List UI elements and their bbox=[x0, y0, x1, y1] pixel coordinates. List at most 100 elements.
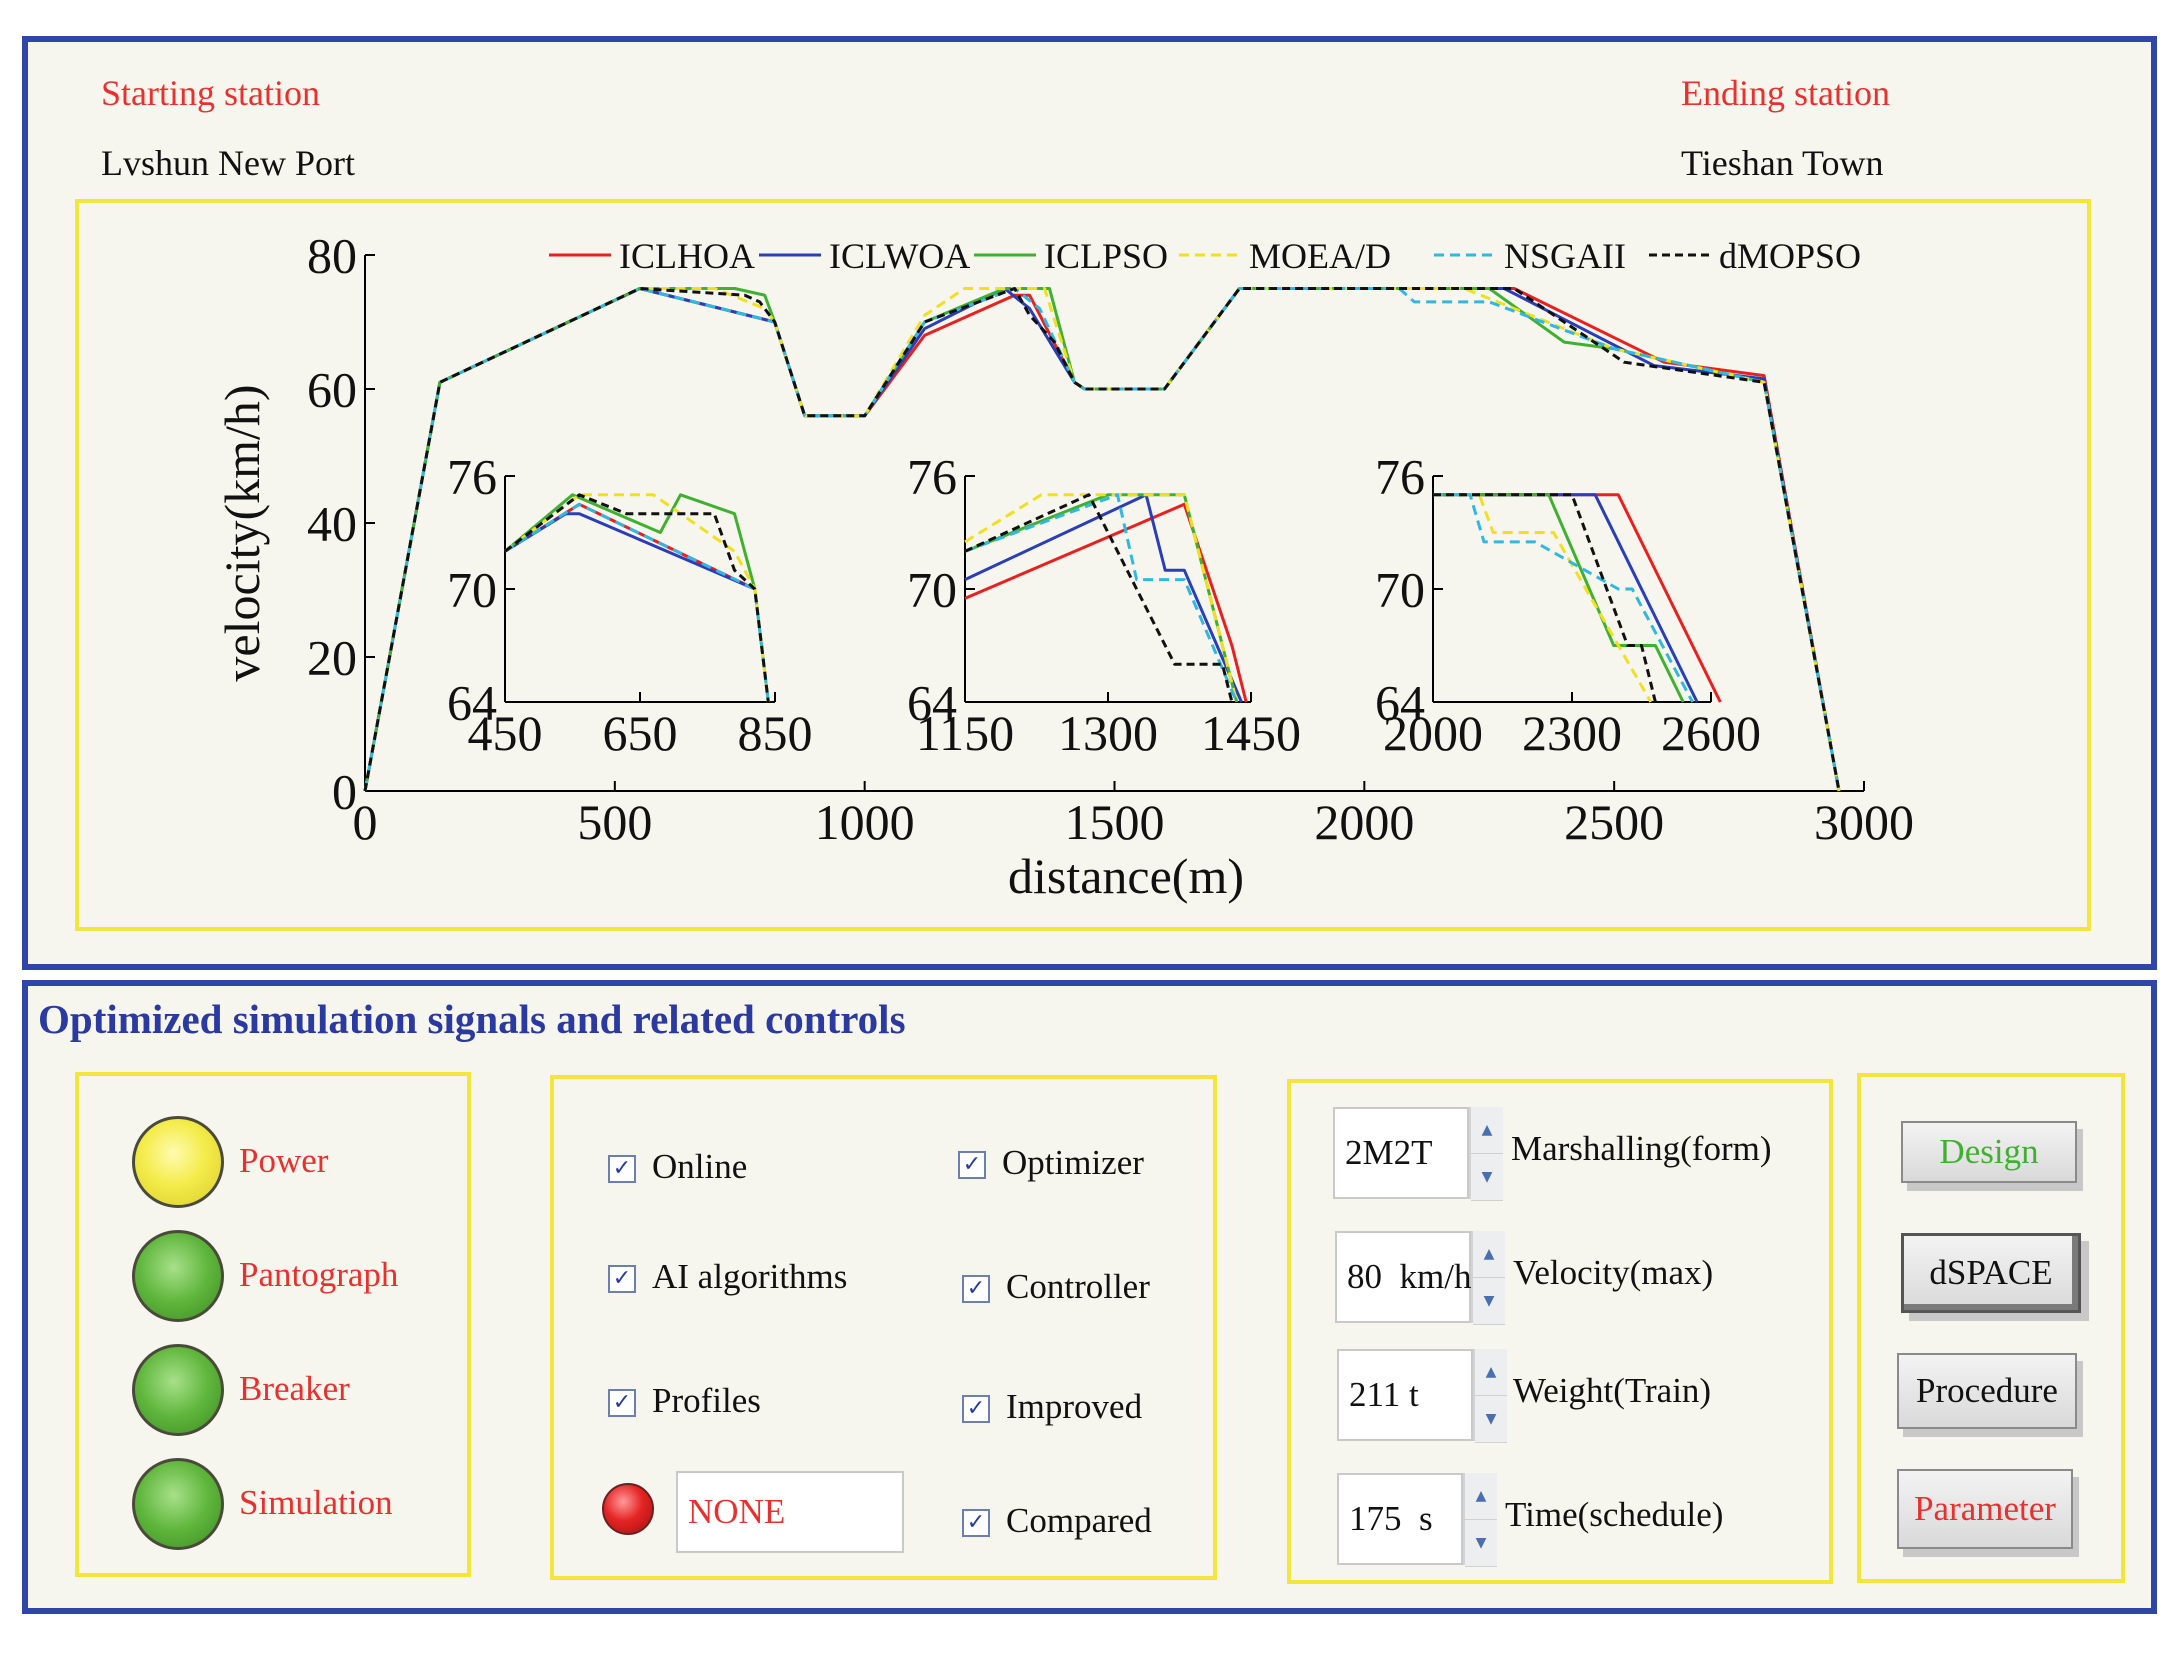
velocity-distance-chart: 0 500 1000 1500 2000 2500 3000 0 20 40 60 80 distanc… bbox=[214, 228, 1914, 905]
actions-box: Design dSPACE Procedure Parameter bbox=[1857, 1073, 2125, 1583]
legend-nsgaii-label: NSGAII bbox=[1504, 236, 1626, 276]
series-dmopso-line bbox=[363, 287, 1841, 792]
online-label: Online bbox=[652, 1147, 748, 1186]
weight-field[interactable]: 211 t bbox=[1337, 1349, 1473, 1441]
y-tick-label: 60 bbox=[307, 362, 357, 418]
profiles-label: Profiles bbox=[652, 1381, 761, 1420]
legend-dmopso-label: dMOPSO bbox=[1719, 236, 1861, 276]
series-iclwoa-line bbox=[504, 512, 756, 591]
x-tick-label: 3000 bbox=[1814, 794, 1914, 850]
x-tick-label: 2600 bbox=[1661, 705, 1761, 761]
simulation-lamp-icon bbox=[132, 1458, 224, 1550]
x-tick-label: 2300 bbox=[1522, 705, 1622, 761]
spin-up-icon[interactable]: ▲ bbox=[1475, 1349, 1507, 1396]
legend-moead-label: MOEA/D bbox=[1249, 236, 1391, 276]
y-tick-label: 76 bbox=[907, 449, 957, 505]
x-tick-label: 0 bbox=[353, 794, 378, 850]
chart-frame: 0 500 1000 1500 2000 2500 3000 0 20 40 60 80 distanc… bbox=[75, 199, 2091, 931]
weight-spinner[interactable]: ▲ ▼ bbox=[1473, 1349, 1507, 1443]
y-tick-label: 76 bbox=[447, 449, 497, 505]
x-tick-label: 1150 bbox=[916, 705, 1014, 761]
controller-label: Controller bbox=[1006, 1267, 1150, 1306]
ai-algorithms-checkbox[interactable]: ✓ bbox=[608, 1265, 636, 1293]
series-nsgaii-line bbox=[964, 493, 1239, 703]
series-iclwoa-line bbox=[964, 493, 1243, 703]
pantograph-label: Pantograph bbox=[239, 1255, 399, 1294]
x-axis-label: distance(m) bbox=[1008, 848, 1244, 904]
weight-label: Weight(Train) bbox=[1513, 1371, 1712, 1410]
online-checkbox[interactable]: ✓ bbox=[608, 1155, 636, 1183]
dspace-button[interactable]: dSPACE bbox=[1901, 1233, 2081, 1313]
simulation-label: Simulation bbox=[239, 1483, 393, 1522]
spin-down-icon[interactable]: ▼ bbox=[1475, 1396, 1507, 1443]
spin-down-icon[interactable]: ▼ bbox=[1473, 1278, 1505, 1325]
velocity-label: Velocity(max) bbox=[1513, 1253, 1714, 1292]
status-field[interactable]: NONE bbox=[676, 1471, 904, 1553]
breaker-label: Breaker bbox=[239, 1369, 350, 1408]
series-iclhoa-line bbox=[964, 502, 1248, 703]
profiles-checkbox[interactable]: ✓ bbox=[608, 1389, 636, 1417]
compared-label: Compared bbox=[1006, 1501, 1152, 1540]
y-tick-label: 40 bbox=[307, 496, 357, 552]
pantograph-lamp-icon bbox=[132, 1230, 224, 1322]
spin-up-icon[interactable]: ▲ bbox=[1471, 1107, 1503, 1154]
legend-iclpso-label: ICLPSO bbox=[1044, 236, 1168, 276]
time-spinner[interactable]: ▲ ▼ bbox=[1463, 1473, 1497, 1567]
y-tick-label: 70 bbox=[1375, 562, 1425, 618]
compared-checkbox[interactable]: ✓ bbox=[962, 1509, 990, 1537]
ending-station-label: Ending station bbox=[1681, 73, 1890, 113]
legend-iclwoa-label: ICLWOA bbox=[829, 236, 970, 276]
y-tick-label: 20 bbox=[307, 630, 357, 686]
series-iclhoa-line bbox=[504, 502, 756, 591]
x-tick-label: 500 bbox=[577, 794, 652, 850]
design-button[interactable]: Design bbox=[1901, 1121, 2077, 1183]
power-lamp-icon bbox=[132, 1116, 224, 1208]
marshalling-field[interactable]: 2M2T bbox=[1333, 1107, 1469, 1199]
status-led-icon bbox=[602, 1483, 654, 1535]
y-tick-label: 76 bbox=[1375, 449, 1425, 505]
x-tick-label: 1000 bbox=[815, 794, 915, 850]
series-moead-line bbox=[1433, 493, 1653, 703]
y-tick-label: 70 bbox=[907, 562, 957, 618]
improved-checkbox[interactable]: ✓ bbox=[962, 1395, 990, 1423]
power-label: Power bbox=[239, 1141, 329, 1180]
velocity-spinner[interactable]: ▲ ▼ bbox=[1471, 1231, 1505, 1325]
x-tick-label: 850 bbox=[738, 705, 813, 761]
x-tick-label: 1300 bbox=[1058, 705, 1158, 761]
y-tick-label: 64 bbox=[447, 675, 497, 731]
spin-up-icon[interactable]: ▲ bbox=[1473, 1231, 1505, 1278]
indicators-box: Power Pantograph Breaker Simulation bbox=[75, 1072, 471, 1577]
series-dmopso-line bbox=[1433, 493, 1657, 703]
ai-algorithms-label: AI algorithms bbox=[652, 1257, 848, 1296]
optimizer-checkbox[interactable]: ✓ bbox=[958, 1151, 986, 1179]
series-dmopso-line bbox=[504, 493, 770, 703]
breaker-lamp-icon bbox=[132, 1344, 224, 1436]
velocity-field[interactable]: 80 km/h bbox=[1335, 1231, 1471, 1323]
series-dmopso-line bbox=[964, 493, 1234, 703]
options-box: ✓ Online ✓ AI algorithms ✓ Profiles NONE… bbox=[550, 1075, 1217, 1580]
ending-station-value: Tieshan Town bbox=[1681, 143, 1884, 183]
spin-up-icon[interactable]: ▲ bbox=[1465, 1473, 1497, 1520]
x-tick-label: 2000 bbox=[1314, 794, 1414, 850]
parameter-button[interactable]: Parameter bbox=[1897, 1469, 2073, 1549]
parameters-box: 2M2T ▲ ▼ Marshalling(form) 80 km/h ▲ ▼ V… bbox=[1287, 1079, 1833, 1584]
marshalling-spinner[interactable]: ▲ ▼ bbox=[1469, 1107, 1503, 1201]
time-label: Time(schedule) bbox=[1505, 1495, 1724, 1534]
spin-down-icon[interactable]: ▼ bbox=[1465, 1520, 1497, 1567]
series-nsgaii-line bbox=[504, 502, 770, 703]
spin-down-icon[interactable]: ▼ bbox=[1471, 1154, 1503, 1201]
series-iclpso-line bbox=[1433, 493, 1685, 703]
starting-station-value: Lvshun New Port bbox=[101, 143, 355, 183]
time-field[interactable]: 175 s bbox=[1337, 1473, 1463, 1565]
y-tick-label: 80 bbox=[307, 228, 357, 284]
controller-checkbox[interactable]: ✓ bbox=[962, 1275, 990, 1303]
improved-label: Improved bbox=[1006, 1387, 1143, 1426]
x-tick-label: 650 bbox=[603, 705, 678, 761]
optimizer-label: Optimizer bbox=[1002, 1143, 1144, 1182]
marshalling-label: Marshalling(form) bbox=[1511, 1129, 1772, 1168]
procedure-button[interactable]: Procedure bbox=[1897, 1353, 2077, 1429]
x-tick-label: 450 bbox=[468, 705, 543, 761]
series-nsgaii-line bbox=[363, 287, 1841, 792]
y-tick-label: 64 bbox=[1375, 675, 1425, 731]
series-iclwoa-line bbox=[1433, 493, 1699, 703]
